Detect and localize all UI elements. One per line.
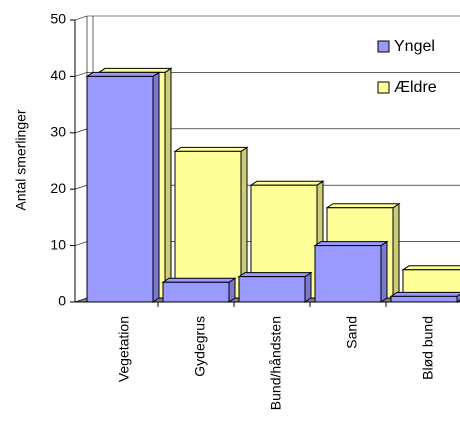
grid-line — [74, 72, 460, 77]
y-tick-label: 20 — [50, 180, 66, 196]
bar — [86, 75, 154, 303]
bar-side — [164, 67, 172, 299]
bar-top — [313, 241, 389, 247]
bar-top — [249, 180, 325, 186]
bar-top — [401, 265, 460, 271]
x-tick-label: Gydegrus — [192, 316, 208, 377]
x-tick-label: Vegetation — [116, 316, 132, 382]
bar-top — [97, 67, 173, 73]
legend-label: Yngel — [394, 38, 435, 55]
bar — [314, 245, 382, 303]
bar — [174, 150, 242, 299]
y-tick-label: 40 — [50, 67, 66, 83]
x-tick-label: Blød bund — [420, 316, 436, 380]
bar-side — [152, 71, 160, 303]
bar-top — [389, 291, 460, 297]
y-tick-label: 10 — [50, 236, 66, 252]
y-tick-label: 30 — [50, 124, 66, 140]
bar — [162, 281, 230, 303]
legend-label: Ældre — [394, 79, 437, 96]
y-axis-label: Antal smerlinger — [13, 109, 29, 210]
bar-top — [237, 272, 313, 278]
x-tick-label: Bund/håndsten — [268, 316, 284, 410]
bar-top — [325, 203, 401, 209]
legend-swatch — [377, 81, 390, 94]
bar-top — [85, 71, 161, 77]
y-tick-label: 0 — [58, 293, 66, 309]
bar-top — [161, 277, 237, 283]
bar-top — [173, 146, 249, 152]
x-tick-label: Sand — [344, 316, 360, 349]
legend-swatch — [377, 40, 390, 53]
bar-side — [392, 202, 400, 299]
bar-side — [304, 271, 312, 303]
grid-line — [74, 15, 460, 21]
bar — [390, 295, 458, 303]
bar-side — [380, 240, 388, 303]
bar — [238, 276, 306, 303]
y-tick-label: 50 — [50, 11, 66, 27]
